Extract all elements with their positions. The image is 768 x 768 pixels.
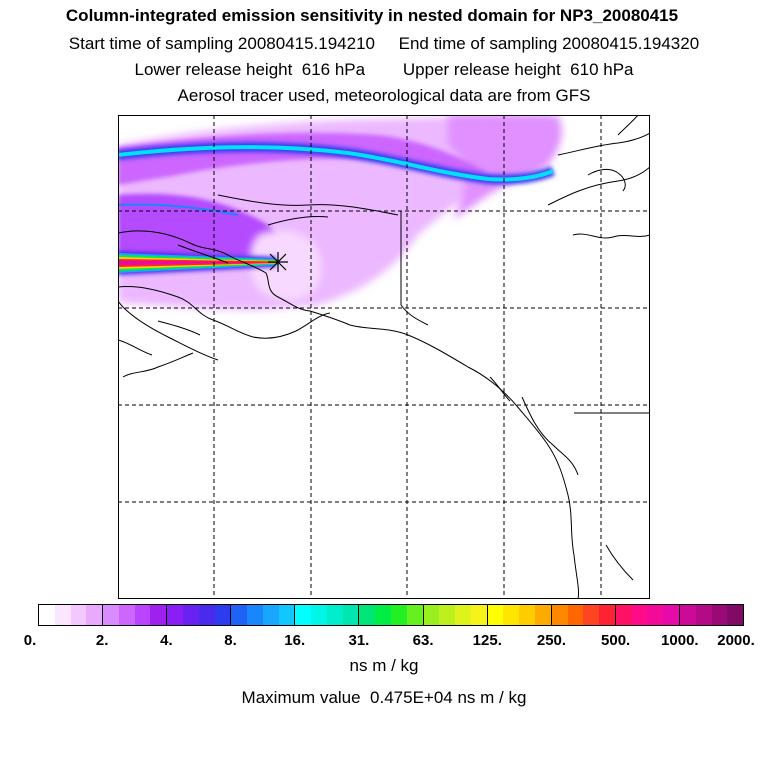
colorbar-swatch (439, 605, 456, 625)
colorbar-swatch (663, 605, 679, 625)
colorbar-tick-label: 4. (160, 632, 173, 649)
tracer-info-line: Aerosol tracer used, meteorological data… (177, 86, 591, 105)
colorbar-swatch (39, 605, 55, 625)
colorbar-tick-label: 8. (224, 632, 237, 649)
colorbar-swatch (647, 605, 664, 625)
colorbar-swatch (615, 605, 632, 625)
colorbar-segment (294, 605, 359, 625)
colorbar-swatch (118, 605, 135, 625)
colorbar-tick-label: 31. (348, 632, 370, 649)
sensitivity-map (118, 115, 650, 599)
colorbar-swatch (231, 605, 248, 625)
plot-title: Column-integrated emission sensitivity i… (65, 6, 679, 25)
colorbar-swatch (295, 605, 312, 625)
colorbar-swatch (150, 605, 167, 625)
colorbar-swatch (70, 605, 87, 625)
graticule (118, 115, 650, 599)
map-frame (118, 115, 650, 599)
colorbar-tick-label: 250. (536, 632, 567, 649)
colorbar (38, 604, 744, 626)
coastlines (118, 115, 650, 599)
colorbar-swatch (679, 605, 696, 625)
colorbar-segment (422, 605, 487, 625)
sampling-time-line: Start time of sampling 20080415.194210 E… (68, 34, 700, 53)
colorbar-swatch (727, 605, 744, 625)
colorbar-tick-label: 2. (95, 632, 109, 649)
colorbar-swatch (247, 605, 263, 625)
colorbar-segment (102, 605, 167, 625)
colorbar-swatch (567, 605, 584, 625)
colorbar-swatch (551, 605, 568, 625)
colorbar-swatch (535, 605, 551, 625)
colorbar-segment (550, 605, 615, 625)
colorbar-segment (678, 605, 744, 625)
colorbar-segment (486, 605, 551, 625)
colorbar-swatch (182, 605, 199, 625)
colorbar-tick-label: 1000. (661, 632, 699, 649)
colorbar-swatch (342, 605, 359, 625)
maximum-value-label: Maximum value 0.475E+04 ns m / kg (241, 688, 527, 707)
colorbar-swatch (391, 605, 407, 625)
colorbar-swatch (278, 605, 295, 625)
colorbar-segment (358, 605, 423, 625)
colorbar-swatch (214, 605, 231, 625)
colorbar-swatch (134, 605, 151, 625)
colorbar-swatch (599, 605, 615, 625)
colorbar-tick-label: 125. (472, 632, 502, 649)
release-point-marker (268, 252, 288, 272)
colorbar-swatch (359, 605, 376, 625)
colorbar-swatch (487, 605, 504, 625)
colorbar-swatch (695, 605, 712, 625)
release-height-line: Lower release height 616 hPa Upper relea… (134, 60, 634, 79)
colorbar-segment (166, 605, 231, 625)
colorbar-tick-label: 2000. (717, 632, 755, 649)
colorbar-swatch (423, 605, 440, 625)
colorbar-swatch (470, 605, 487, 625)
colorbar-segment (230, 605, 295, 625)
colorbar-segment (614, 605, 679, 625)
colorbar-tick-labels: 0. 2. 4. 8. 16. 31. 63. 125. 250. 500. 1000. 2000. (0, 632, 768, 652)
colorbar-segment (39, 605, 103, 625)
colorbar-swatch (503, 605, 520, 625)
colorbar-swatch (583, 605, 600, 625)
colorbar-tick-label: 0. (23, 632, 37, 649)
colorbar-tick-label: 16. (284, 632, 306, 649)
map-panel (118, 115, 650, 599)
colorbar-swatch (167, 605, 183, 625)
colorbar-swatch (631, 605, 648, 625)
colorbar-swatch (311, 605, 327, 625)
colorbar-swatch (711, 605, 728, 625)
colorbar-units: ns m / kg (349, 656, 419, 675)
colorbar-swatch (326, 605, 343, 625)
colorbar-swatch (54, 605, 71, 625)
colorbar-swatch (455, 605, 471, 625)
colorbar-swatch (103, 605, 119, 625)
colorbar-swatch (375, 605, 392, 625)
colorbar-swatch (519, 605, 535, 625)
colorbar-tick-label: 63. (412, 632, 434, 649)
colorbar-swatch (262, 605, 279, 625)
colorbar-swatch (198, 605, 215, 625)
colorbar-swatch (406, 605, 423, 625)
colorbar-tick-label: 500. (601, 632, 631, 649)
colorbar-swatch (86, 605, 103, 625)
